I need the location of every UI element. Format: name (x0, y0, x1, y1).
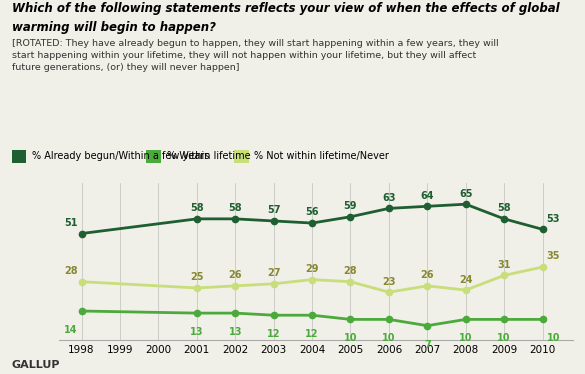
Text: [ROTATED: They have already begun to happen, they will start happening within a : [ROTATED: They have already begun to hap… (12, 39, 498, 72)
Text: 63: 63 (382, 193, 395, 203)
Text: 28: 28 (343, 266, 357, 276)
Text: 14: 14 (64, 325, 77, 335)
Text: 27: 27 (267, 268, 280, 278)
Text: 23: 23 (382, 277, 395, 286)
Text: 26: 26 (421, 270, 434, 280)
Text: 58: 58 (228, 203, 242, 213)
Text: 56: 56 (305, 208, 319, 218)
Text: 51: 51 (64, 218, 77, 228)
Text: 28: 28 (64, 266, 77, 276)
Text: 65: 65 (459, 188, 473, 199)
Text: warming will begin to happen?: warming will begin to happen? (12, 21, 216, 34)
Text: 25: 25 (190, 272, 204, 282)
Text: 31: 31 (497, 260, 511, 270)
Text: % Within lifetime: % Within lifetime (167, 151, 250, 161)
Text: 12: 12 (267, 329, 280, 339)
Text: 58: 58 (497, 203, 511, 213)
Text: % Already begun/Within a few years: % Already begun/Within a few years (32, 151, 209, 161)
Text: % Not within lifetime/Never: % Not within lifetime/Never (254, 151, 390, 161)
Text: GALLUP: GALLUP (12, 360, 60, 370)
Text: 57: 57 (267, 205, 280, 215)
Text: 10: 10 (547, 333, 560, 343)
Text: 10: 10 (497, 333, 511, 343)
Text: 26: 26 (229, 270, 242, 280)
Text: 13: 13 (190, 327, 204, 337)
Text: 10: 10 (382, 333, 395, 343)
Text: Which of the following statements reflects your view of when the effects of glob: Which of the following statements reflec… (12, 2, 559, 15)
Text: 24: 24 (459, 275, 473, 285)
Text: 64: 64 (421, 191, 434, 201)
Text: 58: 58 (190, 203, 204, 213)
Text: 59: 59 (344, 201, 357, 211)
Text: 10: 10 (459, 333, 473, 343)
Text: 53: 53 (547, 214, 560, 224)
Text: 35: 35 (547, 251, 560, 261)
Text: 10: 10 (344, 333, 357, 343)
Text: 13: 13 (229, 327, 242, 337)
Text: 7: 7 (424, 340, 431, 350)
Text: 29: 29 (305, 264, 319, 274)
Text: 12: 12 (305, 329, 319, 339)
